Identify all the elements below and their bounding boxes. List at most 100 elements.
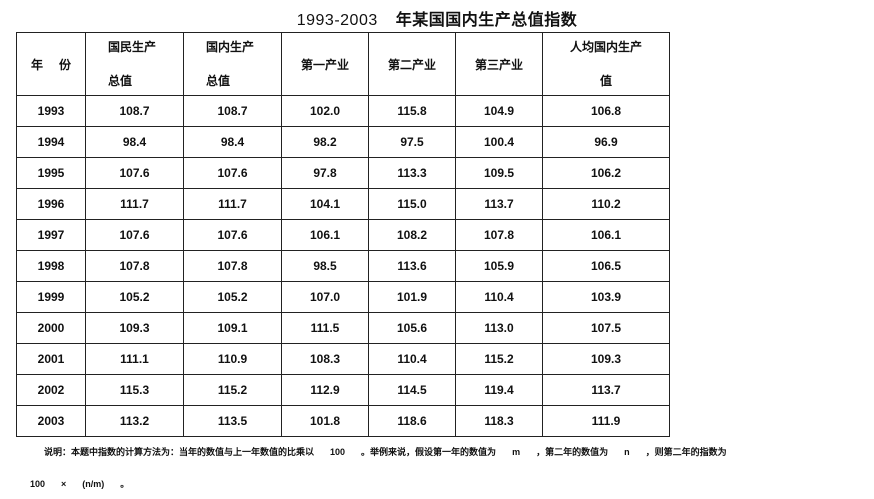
table-cell: 1999 [16, 281, 86, 313]
table-cell: 98.2 [281, 126, 369, 158]
table-cell: 115.3 [85, 374, 184, 406]
table-row: 1993 108.7 108.7 102.0 115.8 104.9 106.8 [16, 95, 670, 127]
table-cell: 106.2 [542, 157, 670, 189]
table-cell: 102.0 [281, 95, 369, 127]
table-row: 1998 107.8 107.8 98.5 113.6 105.9 106.5 [16, 250, 670, 282]
table-cell: 105.2 [85, 281, 184, 313]
table-cell: 1993 [16, 95, 86, 127]
table-cell: 1997 [16, 219, 86, 251]
table-cell: 107.5 [542, 312, 670, 344]
table-cell: 113.2 [85, 405, 184, 437]
table-cell: 111.5 [281, 312, 369, 344]
table-cell: 106.8 [542, 95, 670, 127]
table-cell: 115.0 [368, 188, 456, 220]
table-cell: 101.9 [368, 281, 456, 313]
table-cell: 2000 [16, 312, 86, 344]
table-cell: 112.9 [281, 374, 369, 406]
title-years: 1993-2003 [296, 12, 378, 29]
table-cell: 107.6 [183, 219, 282, 251]
table-row: 2002 115.3 115.2 112.9 114.5 119.4 113.7 [16, 374, 670, 406]
table-cell: 115.8 [368, 95, 456, 127]
table-cell: 2003 [16, 405, 86, 437]
table-cell: 2002 [16, 374, 86, 406]
table-cell: 96.9 [542, 126, 670, 158]
table-cell: 109.1 [183, 312, 282, 344]
note-line-2: 100 × (n/m)。 [30, 479, 130, 489]
table-cell: 105.9 [455, 250, 543, 282]
table-cell: 97.5 [368, 126, 456, 158]
table-row: 2001 111.1 110.9 108.3 110.4 115.2 109.3 [16, 343, 670, 375]
table-cell: 107.6 [183, 157, 282, 189]
table-cell: 107.0 [281, 281, 369, 313]
header-gdp: 国内生产 总值 [183, 32, 282, 96]
table-cell: 113.5 [183, 405, 282, 437]
table-cell: 101.8 [281, 405, 369, 437]
table-row: 2000 109.3 109.1 111.5 105.6 113.0 107.5 [16, 312, 670, 344]
table-cell: 100.4 [455, 126, 543, 158]
table-cell: 98.4 [183, 126, 282, 158]
table-row: 1997 107.6 107.6 106.1 108.2 107.8 106.1 [16, 219, 670, 251]
table-cell: 110.2 [542, 188, 670, 220]
header-year: 年份 [16, 32, 86, 96]
header-gnp: 国民生产 总值 [85, 32, 184, 96]
table-cell: 1995 [16, 157, 86, 189]
table-cell: 110.9 [183, 343, 282, 375]
table-cell: 108.2 [368, 219, 456, 251]
table-cell: 109.3 [542, 343, 670, 375]
table-cell: 113.3 [368, 157, 456, 189]
title-text: 年某国国内生产总值指数 [395, 12, 578, 29]
table-row: 1996 111.7 111.7 104.1 115.0 113.7 110.2 [16, 188, 670, 220]
table-cell: 107.6 [85, 219, 184, 251]
table-cell: 111.9 [542, 405, 670, 437]
table-cell: 108.7 [85, 95, 184, 127]
table-row: 1995 107.6 107.6 97.8 113.3 109.5 106.2 [16, 157, 670, 189]
table-cell: 115.2 [183, 374, 282, 406]
table-cell: 1994 [16, 126, 86, 158]
note-line-1: 说明：本题中指数的计算方法为：当年的数值与上一年数值的比乘以 100 。举例来说，假… [44, 447, 727, 457]
header-tertiary: 第三产业 [455, 32, 543, 96]
table-cell: 106.1 [281, 219, 369, 251]
table-cell: 1998 [16, 250, 86, 282]
table-cell: 110.4 [455, 281, 543, 313]
table-cell: 107.8 [455, 219, 543, 251]
header-primary: 第一产业 [281, 32, 369, 96]
table-cell: 111.7 [183, 188, 282, 220]
header-secondary: 第二产业 [368, 32, 456, 96]
table-cell: 111.1 [85, 343, 184, 375]
table-title: 1993-2003 年某国国内生产总值指数 [0, 6, 874, 30]
table-cell: 107.6 [85, 157, 184, 189]
table-cell: 118.6 [368, 405, 456, 437]
table-cell: 113.7 [542, 374, 670, 406]
table-cell: 106.1 [542, 219, 670, 251]
table-cell: 97.8 [281, 157, 369, 189]
table-cell: 104.9 [455, 95, 543, 127]
table-cell: 118.3 [455, 405, 543, 437]
table-cell: 106.5 [542, 250, 670, 282]
table-cell: 114.5 [368, 374, 456, 406]
gdp-index-table: 年份 国民生产 总值 国内生产 总值 第一产业 第二产业 第三产业 人均国内生产值 … [16, 32, 670, 437]
table-cell: 105.6 [368, 312, 456, 344]
table-cell: 113.0 [455, 312, 543, 344]
table-cell: 107.8 [183, 250, 282, 282]
table-cell: 109.3 [85, 312, 184, 344]
table-cell: 108.7 [183, 95, 282, 127]
table-cell: 115.2 [455, 343, 543, 375]
table-cell: 108.3 [281, 343, 369, 375]
table-cell: 103.9 [542, 281, 670, 313]
header-percapita: 人均国内生产值 [542, 32, 670, 96]
table-cell: 105.2 [183, 281, 282, 313]
table-cell: 110.4 [368, 343, 456, 375]
table-cell: 104.1 [281, 188, 369, 220]
table-cell: 109.5 [455, 157, 543, 189]
table-cell: 98.4 [85, 126, 184, 158]
table-cell: 113.7 [455, 188, 543, 220]
table-row: 1994 98.4 98.4 98.2 97.5 100.4 96.9 [16, 126, 670, 158]
table-row: 2003 113.2 113.5 101.8 118.6 118.3 111.9 [16, 405, 670, 437]
table-cell: 98.5 [281, 250, 369, 282]
table-cell: 107.8 [85, 250, 184, 282]
table-cell: 111.7 [85, 188, 184, 220]
table-row: 1999 105.2 105.2 107.0 101.9 110.4 103.9 [16, 281, 670, 313]
table-cell: 113.6 [368, 250, 456, 282]
table-cell: 2001 [16, 343, 86, 375]
table-cell: 119.4 [455, 374, 543, 406]
